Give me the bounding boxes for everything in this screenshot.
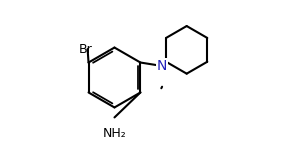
Text: Br: Br — [79, 43, 93, 56]
Text: N: N — [157, 59, 167, 73]
Text: NH₂: NH₂ — [103, 127, 126, 140]
